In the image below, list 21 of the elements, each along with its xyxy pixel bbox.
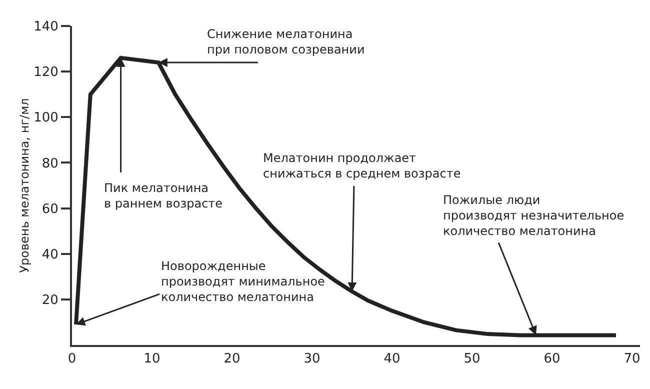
x-tick-label: 70 xyxy=(624,352,640,367)
x-tick-label: 40 xyxy=(384,352,400,367)
y-tick-label: 20 xyxy=(42,292,58,308)
x-tick-label: 0 xyxy=(68,352,76,367)
x-tick-label: 60 xyxy=(544,352,560,367)
annotation: Новорожденные производят минимальное количество мелатонина xyxy=(161,259,325,304)
x-tick-label: 10 xyxy=(144,352,160,367)
annotation: Пик мелатонина в раннем возрасте xyxy=(104,181,223,211)
x-tick-label: 30 xyxy=(304,352,320,367)
x-tick-label: 50 xyxy=(464,352,480,367)
y-tick-label: 60 xyxy=(42,202,58,217)
y-tick-label: 140 xyxy=(34,20,58,35)
y-tick-label: 100 xyxy=(34,110,58,126)
y-tick-label: 120 xyxy=(34,65,58,80)
x-tick-label: 20 xyxy=(224,352,240,367)
y-axis-title: Уровень мелатонина, нг/мл xyxy=(18,98,32,273)
y-tick-label: 80 xyxy=(42,156,58,172)
annotation: Пожилые люди производят незначительное количество мелатонина xyxy=(443,193,624,238)
y-tick-label: 40 xyxy=(42,247,58,262)
annotation: Снижение мелатонина при половом созревании xyxy=(207,27,365,57)
annotation: Мелатонин продолжает снижаться в среднем возрасте xyxy=(263,151,461,181)
